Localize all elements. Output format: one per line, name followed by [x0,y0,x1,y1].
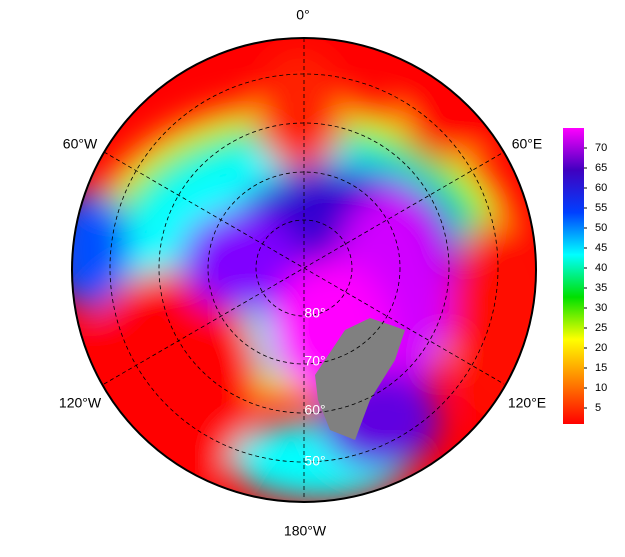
meridian-label: 120°E [508,395,546,411]
latitude-label: 80° [304,305,325,321]
colorbar-tick-label: 5 [595,402,601,414]
colorbar-tick-label: 55 [595,202,607,214]
colorbar-tick-label: 70 [595,142,607,154]
meridian-label: 60°E [512,136,543,152]
colorbar-tick-label: 25 [595,322,607,334]
latitude-label: 50° [304,453,325,469]
colorbar-tick-label: 10 [595,382,607,394]
meridian-label: 180°W [284,523,327,539]
colorbar-tick-label: 15 [595,362,607,374]
latitude-label: 70° [304,353,325,369]
colorbar-tick-label: 65 [595,162,607,174]
colorbar-scale [563,128,584,424]
meridian-label: 120°W [59,395,102,411]
graticule [103,38,505,500]
colorbar-tick-label: 60 [595,182,607,194]
colorbar: 5 10 15 20 25 30 35 40 45 50 55 60 65 70 [563,128,607,424]
colorbar-tick-label: 30 [595,302,607,314]
colorbar-tick-label: 35 [595,282,607,294]
colorbar-tick-label: 50 [595,222,607,234]
meridian-label: 0° [296,7,309,23]
colorbar-tick-label: 45 [595,242,607,254]
colorbar-tick-label: 20 [595,342,607,354]
latitude-label: 60° [304,402,325,418]
map-border [71,37,537,503]
colorbar-tick-label: 40 [595,262,607,274]
meridian-label: 60°W [63,136,98,152]
latitude-labels: 80° 70° 60° 50° [304,305,325,469]
